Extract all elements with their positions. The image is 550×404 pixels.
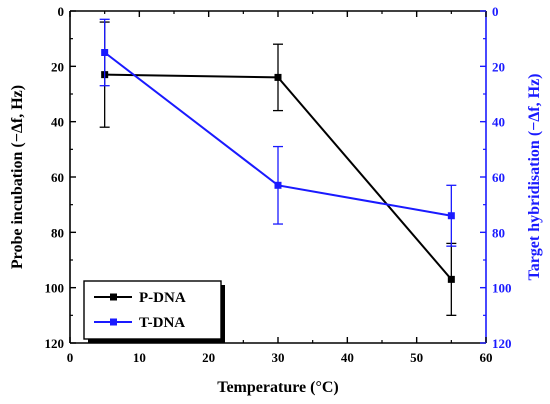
y2-tick-label: 0 — [492, 4, 499, 19]
y-tick-label: 100 — [45, 281, 65, 296]
legend-box — [83, 280, 222, 340]
x-tick-label: 30 — [272, 350, 285, 365]
y2-tick-label: 100 — [492, 281, 512, 296]
plot-area — [99, 18, 457, 316]
y-tick-label: 0 — [58, 4, 65, 19]
axes: 0 10 20 30 40 50 60020406080100120020406080100… — [45, 4, 512, 365]
y-tick-label: 40 — [51, 115, 64, 130]
data-point-p-dna — [447, 275, 455, 283]
data-point-p-dna — [274, 73, 282, 81]
legend: P-DNA T-DNA — [83, 280, 225, 343]
x-tick-label: 50 — [410, 350, 423, 365]
x-tick-label: 60 — [480, 350, 493, 365]
legend-label: P-DNA — [139, 290, 186, 306]
legend-marker — [110, 318, 117, 326]
data-point-t-dna — [274, 181, 282, 189]
x-axis-title: Temperature (°C) — [217, 379, 338, 396]
x-tick-label: 40 — [341, 350, 354, 365]
y-axis-title: Probe incubation (−Δf, Hz) — [9, 85, 26, 269]
y-tick-label: 20 — [51, 59, 64, 74]
x-tick-label: 10 — [133, 350, 146, 365]
legend-label: T-DNA — [139, 315, 185, 331]
data-point-t-dna — [101, 49, 109, 56]
y2-tick-label: 20 — [492, 59, 505, 74]
data-point-t-dna — [447, 212, 455, 220]
y-tick-label: 120 — [45, 336, 65, 351]
y-tick-label: 60 — [51, 170, 64, 185]
y2-tick-label: 80 — [492, 225, 505, 240]
x-tick-label: 0 — [67, 350, 74, 365]
y2-axis-title: Target hybridisation (−Δf, Hz) — [526, 74, 543, 281]
x-tick-label: 20 — [202, 350, 215, 365]
y2-tick-label: 120 — [492, 336, 512, 351]
legend-marker — [110, 293, 117, 301]
y2-tick-label: 60 — [492, 170, 505, 185]
y-tick-label: 80 — [51, 225, 64, 240]
y2-tick-label: 40 — [492, 115, 505, 130]
